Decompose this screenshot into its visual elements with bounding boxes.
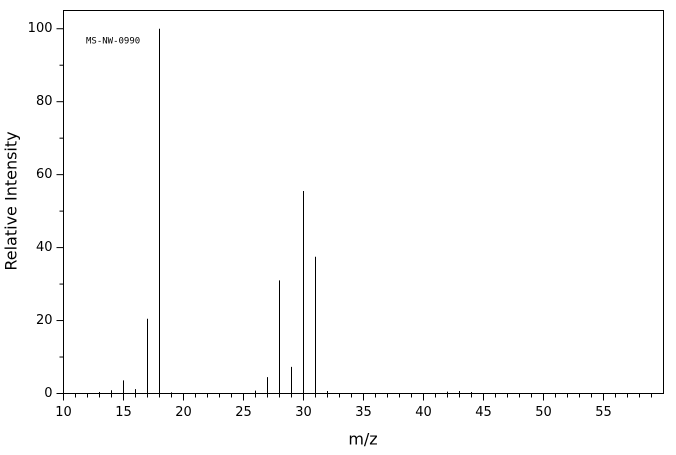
x-tick-label: 55 <box>595 405 612 420</box>
x-tick-label: 45 <box>475 405 492 420</box>
y-tick-label: 60 <box>36 167 53 182</box>
y-tick-label: 100 <box>28 21 53 36</box>
x-tick-label: 35 <box>355 405 372 420</box>
x-tick-label: 10 <box>55 405 72 420</box>
x-tick-label: 25 <box>235 405 252 420</box>
annotation: MS-NW-0990 <box>86 37 140 47</box>
y-tick-label: 40 <box>36 240 53 255</box>
plot-frame <box>63 10 664 394</box>
y-tick-label: 0 <box>44 386 52 401</box>
x-tick-label: 40 <box>415 405 432 420</box>
x-axis-label: m/z <box>348 430 377 449</box>
x-tick-label: 50 <box>535 405 552 420</box>
x-tick-label: 15 <box>115 405 132 420</box>
y-axis-label: Relative Intensity <box>2 131 21 270</box>
y-tick-label: 80 <box>36 94 53 109</box>
y-tick-label: 20 <box>36 313 53 328</box>
x-tick-label: 20 <box>175 405 192 420</box>
x-tick-label: 30 <box>295 405 312 420</box>
